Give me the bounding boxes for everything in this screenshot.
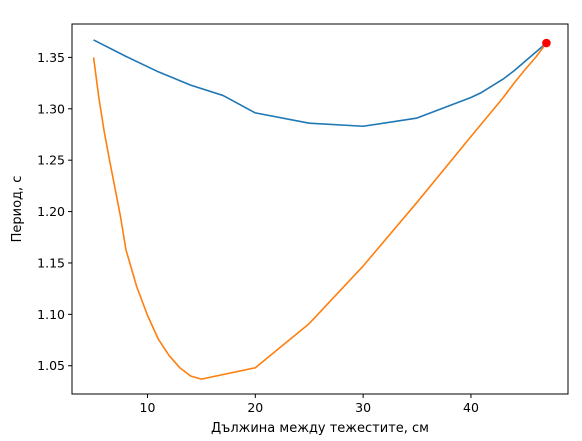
y-axis-label: Период, с [10, 176, 25, 243]
y-tick-label: 1.15 [37, 255, 65, 270]
y-tick-label: 1.30 [37, 101, 65, 116]
y-tick-label: 1.05 [37, 358, 65, 373]
x-tick-label: 10 [140, 400, 156, 415]
y-tick-label: 1.35 [37, 50, 65, 65]
x-tick-label: 20 [247, 400, 263, 415]
series-line-1 [93, 39, 547, 128]
y-tick-label: 1.10 [37, 307, 65, 322]
y-tick-label: 1.25 [37, 153, 65, 168]
x-axis-label: Дължина между тежестите, см [211, 421, 429, 436]
series-line-2 [92, 42, 548, 380]
highlight-point-1 [542, 38, 551, 48]
y-axis-ticks: 1.05 1.10 1.15 1.20 1.25 1.30 1.35 [37, 50, 72, 373]
plot-lines [92, 39, 548, 380]
plot-frame [71, 23, 569, 395]
x-axis-ticks: 10 20 30 40 [140, 394, 479, 415]
plot-markers [542, 38, 551, 48]
y-tick-label: 1.20 [37, 204, 65, 219]
x-tick-label: 40 [463, 400, 479, 415]
x-tick-label: 30 [355, 400, 371, 415]
